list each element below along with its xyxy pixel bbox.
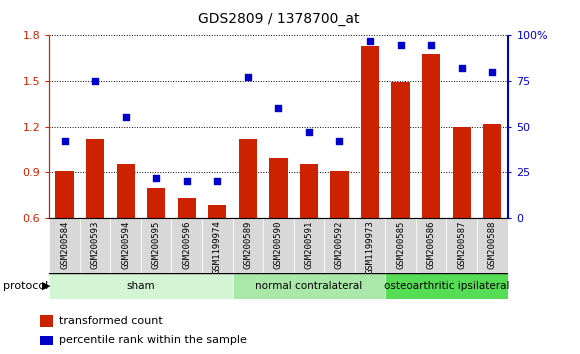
Text: GSM200593: GSM200593 [90,221,100,269]
Bar [117,164,135,218]
Point [457,65,466,71]
Point [60,138,69,144]
Bar [447,218,477,273]
Point [243,74,252,80]
Bar [177,198,196,218]
Text: protocol: protocol [3,281,48,291]
Bar [385,273,508,299]
Bar [147,188,165,218]
Bar [300,164,318,218]
Text: GSM200588: GSM200588 [488,221,496,269]
Bar [392,82,409,218]
Text: GSM200596: GSM200596 [182,221,191,269]
Bar [56,171,74,218]
Bar [361,46,379,218]
Text: GSM200591: GSM200591 [304,221,313,269]
Point [426,42,436,47]
Text: sham: sham [126,281,155,291]
Point [396,42,405,47]
Bar [202,218,233,273]
Text: transformed count: transformed count [59,316,162,326]
Text: normal contralateral: normal contralateral [255,281,362,291]
Bar [385,218,416,273]
Bar [233,218,263,273]
Point [304,129,314,135]
Text: osteoarthritic ipsilateral: osteoarthritic ipsilateral [383,281,509,291]
Bar [422,53,440,218]
Bar [141,218,172,273]
Bar [263,218,293,273]
Bar [49,218,80,273]
Text: GSM200592: GSM200592 [335,221,344,269]
Bar [172,218,202,273]
Text: GSM200585: GSM200585 [396,221,405,269]
Bar [483,124,501,218]
Bar [40,336,53,345]
Point [90,78,100,84]
Bar [110,218,141,273]
Bar [416,218,447,273]
Bar [80,218,110,273]
Text: ▶: ▶ [42,281,50,291]
Text: GSM200587: GSM200587 [457,221,466,269]
Text: GDS2809 / 1378700_at: GDS2809 / 1378700_at [198,12,359,27]
Point [151,175,161,181]
Point [274,105,283,111]
Bar [477,218,508,273]
Point [488,69,497,75]
Text: GSM200595: GSM200595 [152,221,161,269]
Text: GSM200586: GSM200586 [427,221,436,269]
Text: percentile rank within the sample: percentile rank within the sample [59,335,246,345]
Bar [269,158,288,218]
Bar [49,273,233,299]
Bar [324,218,355,273]
Text: GSM200594: GSM200594 [121,221,130,269]
Text: GSM200590: GSM200590 [274,221,283,269]
Bar [239,139,257,218]
Bar [331,171,349,218]
Point [213,178,222,184]
Bar [452,127,471,218]
Text: GSM1199973: GSM1199973 [365,221,375,274]
Text: GSM200584: GSM200584 [60,221,69,269]
Point [182,178,191,184]
Point [365,38,375,44]
Text: GSM1199974: GSM1199974 [213,221,222,274]
Bar [293,218,324,273]
Bar [86,139,104,218]
Text: GSM200589: GSM200589 [244,221,252,269]
Bar [208,205,226,218]
Bar [40,315,53,327]
Bar [233,273,385,299]
Point [121,115,130,120]
Point [335,138,344,144]
Bar [355,218,385,273]
